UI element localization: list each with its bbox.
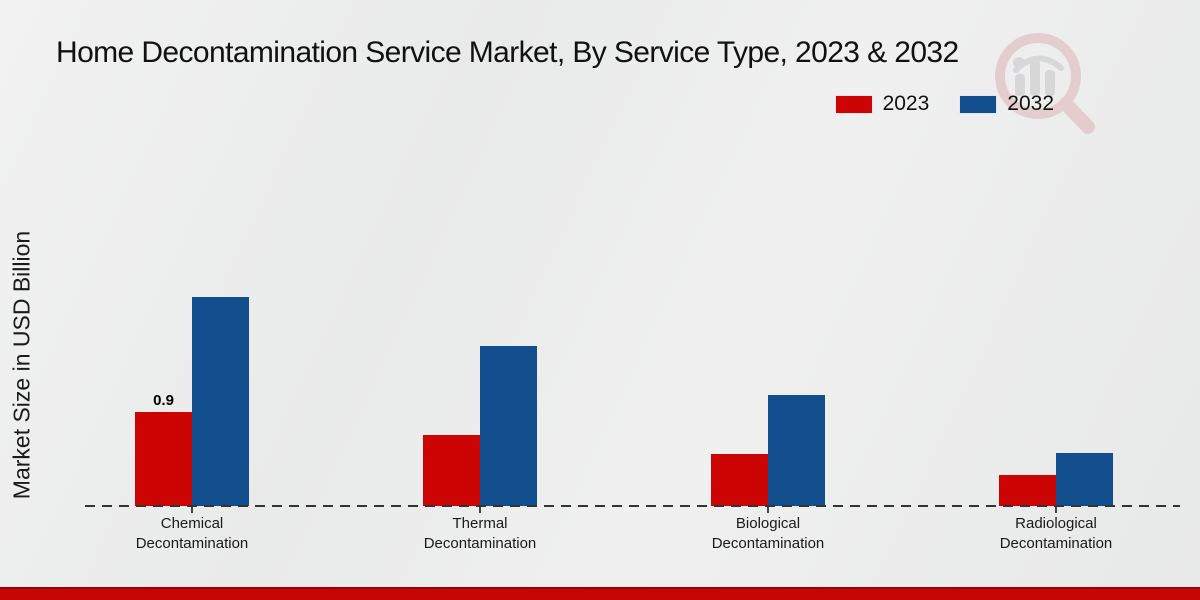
x-axis-tick bbox=[767, 507, 769, 513]
legend-swatch-2023 bbox=[834, 94, 873, 114]
magnifier-bar-chart-logo-icon bbox=[986, 26, 1098, 134]
x-axis-tick bbox=[1055, 507, 1057, 513]
y-axis-label: Market Size in USD Billion bbox=[8, 230, 35, 500]
bar-2032-biological-decontamination bbox=[768, 395, 825, 506]
legend-item-2023: 2023 bbox=[834, 92, 930, 116]
bar-2032-radiological-decontamination bbox=[1056, 453, 1113, 506]
legend-swatch-2032 bbox=[959, 94, 998, 114]
chart-title: Home Decontamination Service Market, By … bbox=[56, 36, 959, 69]
bar-2023-chemical-decontamination bbox=[135, 412, 192, 506]
bar-2023-biological-decontamination bbox=[711, 454, 768, 506]
bar-2023-radiological-decontamination bbox=[999, 475, 1056, 506]
legend-item-2032: 2032 bbox=[959, 92, 1054, 116]
x-axis-category-label: Biological Decontamination bbox=[711, 515, 825, 553]
x-axis-category-label: Radiological Decontamination bbox=[999, 515, 1113, 553]
legend: 2023 2032 bbox=[834, 92, 1054, 116]
legend-label-2023: 2023 bbox=[882, 92, 930, 115]
bar-value-label: 0.9 bbox=[153, 392, 174, 409]
legend-label-2032: 2032 bbox=[1007, 92, 1054, 115]
plot-area: 0.9 bbox=[48, 276, 1200, 506]
bar-2032-thermal-decontamination bbox=[480, 346, 537, 506]
bar-2032-chemical-decontamination bbox=[192, 297, 249, 506]
bar-2023-thermal-decontamination bbox=[423, 435, 480, 506]
x-axis-baseline bbox=[85, 505, 1180, 507]
x-axis-tick bbox=[191, 507, 193, 513]
bottom-brand-band bbox=[0, 587, 1200, 600]
x-axis-category-label: Thermal Decontamination bbox=[423, 515, 537, 553]
x-axis-tick bbox=[479, 507, 481, 513]
x-axis-category-label: Chemical Decontamination bbox=[135, 515, 249, 553]
